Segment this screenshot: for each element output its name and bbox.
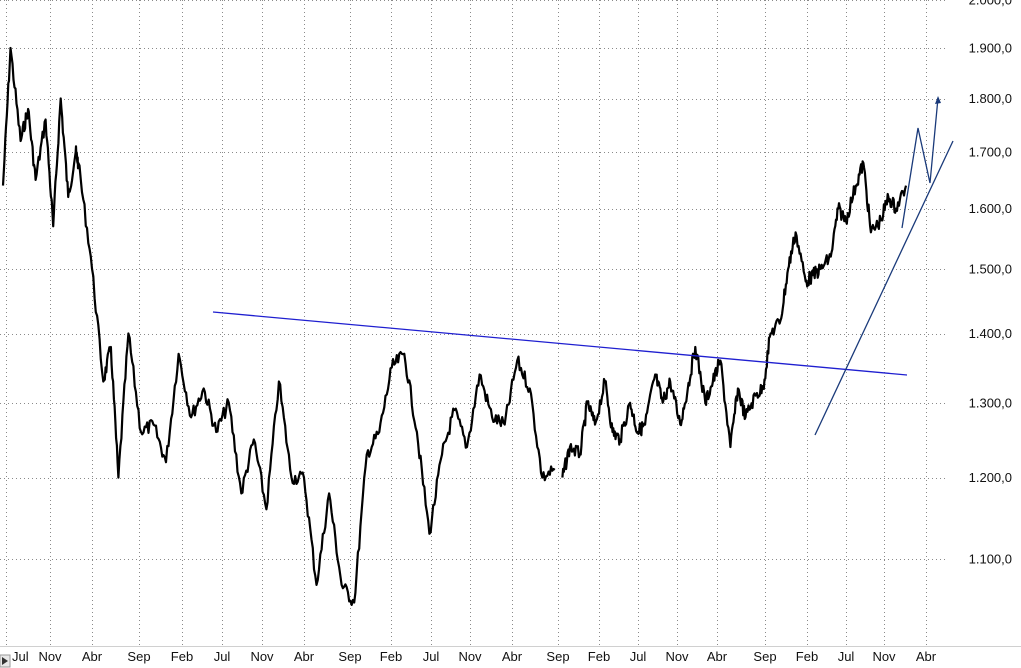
- x-tick-label: Sep: [127, 649, 150, 664]
- x-tick-label: Nov: [38, 649, 62, 664]
- x-tick-label: Abr: [82, 649, 103, 664]
- y-axis: 2.000,0 1.900,0 1.800,0 1.700,0 1.600,0 1.500…: [969, 0, 1012, 567]
- y-tick-label: 1.200,0: [969, 470, 1012, 485]
- price-line-segment: [1, 46, 556, 606]
- x-tick-label: Feb: [171, 649, 193, 664]
- x-tick-label: Nov: [665, 649, 689, 664]
- y-tick-label: 1.700,0: [969, 145, 1012, 160]
- play-icon: [2, 657, 8, 665]
- x-tick-label: Abr: [916, 649, 937, 664]
- x-tick-label: Feb: [588, 649, 610, 664]
- x-tick-label: Nov: [872, 649, 896, 664]
- x-tick-label: Jul: [423, 649, 440, 664]
- x-tick-label: Sep: [338, 649, 361, 664]
- y-tick-label: 1.500,0: [969, 262, 1012, 277]
- x-tick-label: Jul: [12, 649, 29, 664]
- grid: [0, 0, 1021, 647]
- x-tick-label: Feb: [380, 649, 402, 664]
- x-tick-label: Jul: [630, 649, 647, 664]
- x-tick-label: Jul: [214, 649, 231, 664]
- x-tick-label: Feb: [796, 649, 818, 664]
- price-series: [1, 46, 908, 606]
- projection-arrow-icon: [935, 96, 941, 104]
- price-line-segment: [561, 160, 908, 478]
- x-tick-label: Abr: [502, 649, 523, 664]
- y-tick-label: 1.400,0: [969, 326, 1012, 341]
- y-tick-label: 1.900,0: [969, 41, 1012, 56]
- y-tick-label: 2.000,0: [969, 0, 1012, 8]
- trendline-overlay: [212, 96, 954, 436]
- x-tick-label: Abr: [294, 649, 315, 664]
- x-tick-label: Sep: [753, 649, 776, 664]
- y-tick-label: 1.600,0: [969, 201, 1012, 216]
- x-tick-label: Nov: [458, 649, 482, 664]
- x-tick-label: Jul: [838, 649, 855, 664]
- y-tick-label: 1.100,0: [969, 552, 1012, 567]
- y-tick-label: 1.800,0: [969, 91, 1012, 106]
- y-tick-label: 1.300,0: [969, 395, 1012, 410]
- support-trendline: [814, 140, 954, 436]
- x-tick-label: Abr: [707, 649, 728, 664]
- x-axis: Jul Nov Abr Sep Feb Jul Nov Abr Sep Feb Jul Nov Abr S…: [12, 649, 937, 664]
- x-tick-label: Sep: [546, 649, 569, 664]
- x-tick-label: Nov: [250, 649, 274, 664]
- scroll-left-button[interactable]: [0, 654, 11, 668]
- resistance-line: [212, 311, 908, 376]
- projection-path: [901, 97, 939, 229]
